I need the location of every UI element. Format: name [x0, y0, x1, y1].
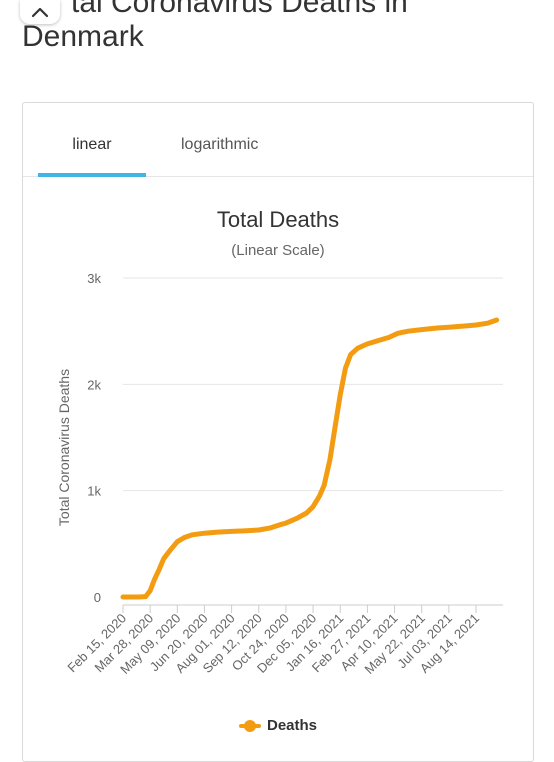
y-tick-label: 0	[94, 590, 101, 605]
chevron-up-icon	[31, 7, 49, 18]
y-tick-label: 2k	[87, 377, 101, 392]
page-title: tal Coronavirus Deaths in Denmark	[22, 0, 408, 54]
chart-card: linear logarithmic Total Deaths (Linear …	[22, 102, 534, 762]
y-tick-label: 3k	[87, 271, 101, 286]
tab-logarithmic[interactable]: logarithmic	[181, 136, 259, 153]
legend-marker	[238, 720, 261, 733]
y-tick-label: 1k	[87, 484, 101, 499]
y-axis-title: Total Coronavirus Deaths	[56, 369, 72, 526]
series-line-deaths	[120, 317, 500, 600]
active-tab-indicator	[38, 173, 146, 177]
page-title-line-2: Denmark	[22, 20, 144, 53]
legend-label: Deaths	[266, 717, 318, 734]
chart-title: Total Deaths	[216, 207, 340, 232]
scale-tabs: linear logarithmic	[23, 103, 533, 177]
page-title-line-1: tal Coronavirus Deaths in	[71, 0, 408, 19]
tab-linear[interactable]: linear	[72, 136, 112, 153]
chart-subtitle: (Linear Scale)	[231, 242, 325, 259]
legend[interactable]: Deaths	[23, 717, 533, 734]
collapse-button[interactable]	[20, 0, 60, 24]
